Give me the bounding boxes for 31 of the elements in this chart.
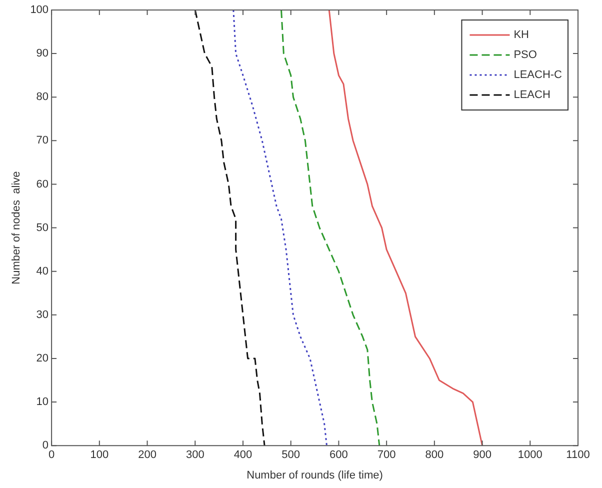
x-tick-label: 1000 [518, 449, 542, 462]
x-tick-label: 200 [138, 449, 156, 462]
y-tick-label: 100 [30, 4, 49, 16]
line-series [194, 10, 266, 446]
legend-label: KH [514, 29, 530, 42]
y-tick-label: 90 [36, 48, 49, 60]
x-tick-label: 300 [186, 449, 204, 462]
y-tick-label: 20 [36, 352, 49, 365]
x-tick-label: 400 [234, 449, 252, 462]
x-tick-label: 600 [330, 449, 348, 462]
y-tick-label: 60 [36, 178, 49, 190]
y-tick-label: 70 [36, 134, 49, 147]
legend-label: LEACH [514, 89, 550, 102]
x-tick-label: 100 [90, 449, 109, 462]
line-series [232, 10, 328, 446]
x-tick-label: 800 [425, 449, 444, 462]
line-series [280, 10, 380, 446]
x-tick-label: 1100 [566, 449, 590, 462]
x-tick-label: 500 [282, 449, 300, 462]
y-tick-label: 0 [42, 440, 49, 452]
y-tick-label: 50 [36, 222, 49, 234]
y-tick-label: 10 [36, 396, 49, 408]
y-axis-title: Number of nodes alive [10, 171, 23, 284]
x-tick-label: 900 [473, 449, 492, 462]
y-tick-label: 80 [36, 91, 49, 104]
legend-label: LEACH-C [514, 69, 562, 82]
y-tick-label: 30 [36, 308, 49, 321]
y-tick-label: 40 [36, 265, 49, 278]
x-tick-label: 700 [377, 449, 396, 462]
x-axis-title: Number of rounds (life time) [246, 469, 383, 482]
legend-label: PSO [514, 49, 538, 62]
